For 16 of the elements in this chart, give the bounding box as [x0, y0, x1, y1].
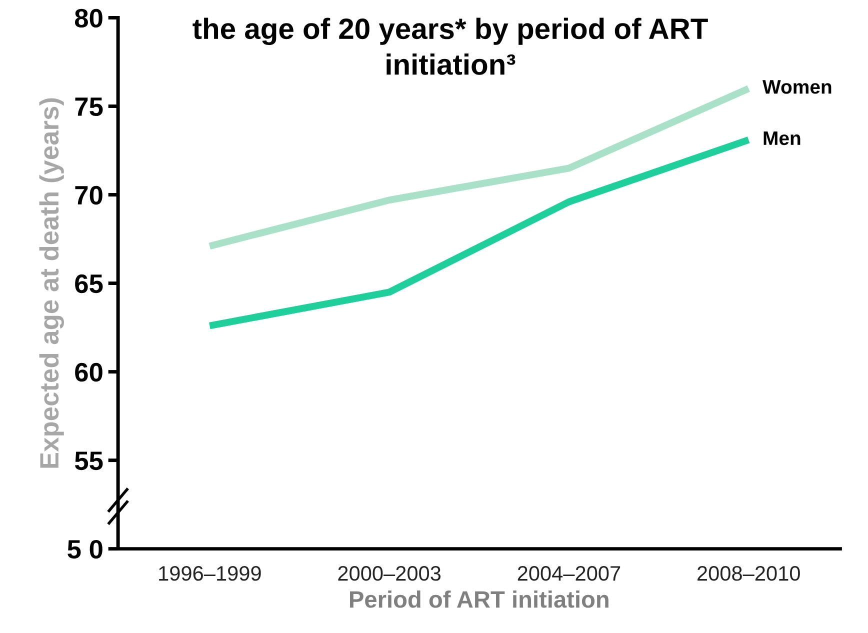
y-axis-title: Expected age at death (years) — [39, 98, 64, 468]
y-tick-label: 80 — [74, 8, 102, 28]
chart-title: the age of 20 years* by period of ART initiation³ — [192, 18, 708, 75]
y-tick-label: 70 — [75, 186, 102, 205]
x-tick-label: 2004–2007 — [518, 566, 620, 581]
series-label: Men — [764, 132, 800, 146]
y-tick-label: 60 — [75, 362, 102, 382]
x-tick-label: 2008–2010 — [698, 566, 800, 581]
y-tick-label: 75 — [75, 98, 103, 116]
y-tick-label: 55 — [74, 452, 103, 470]
y-tick-label: 65 — [75, 274, 103, 294]
x-tick-label: 2000–2003 — [338, 566, 441, 581]
x-tick-label: 1996–1999 — [159, 566, 261, 581]
y-tick-label: 5 0 — [68, 540, 102, 559]
series-label: Women — [762, 80, 832, 94]
x-axis-title: Period of ART initiation — [350, 590, 608, 608]
